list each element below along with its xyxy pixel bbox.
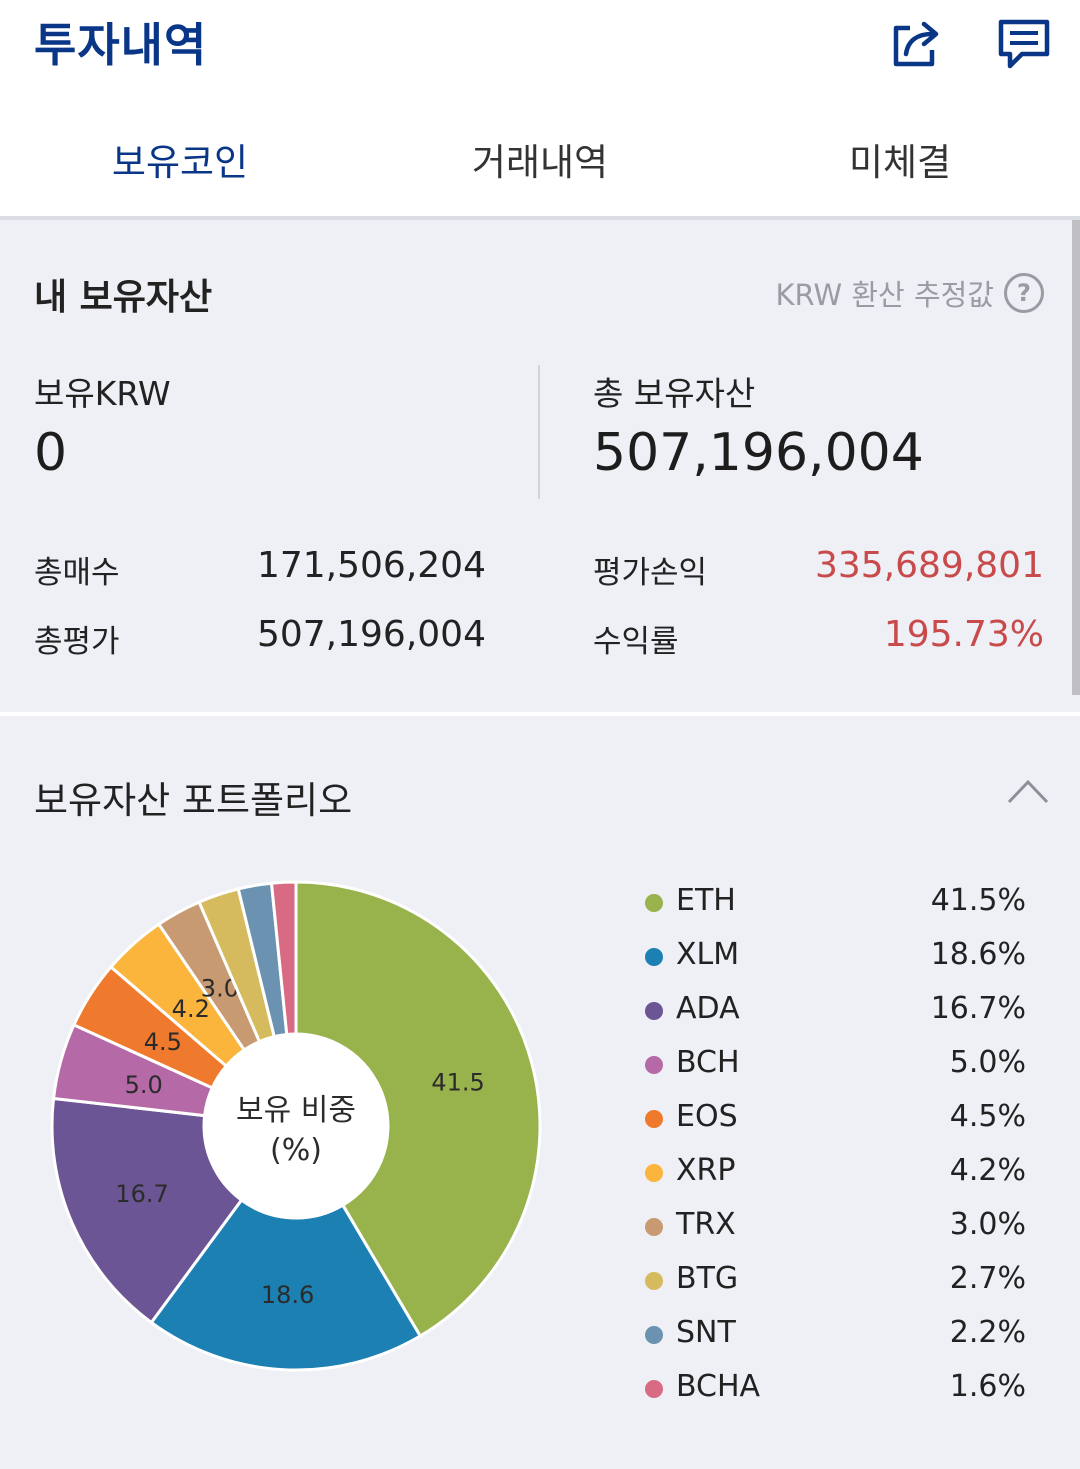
portfolio-title: 보유자산 포트폴리오 — [34, 779, 353, 822]
legend-name: EOS — [676, 1099, 738, 1134]
scrollbar[interactable] — [1072, 220, 1080, 695]
section-separator — [0, 712, 1080, 716]
total-buy-value: 171,506,204 — [256, 545, 486, 586]
legend-name: TRX — [676, 1207, 736, 1242]
legend-dot — [645, 1002, 663, 1020]
slice-label: 4.2 — [172, 995, 210, 1023]
total-buy-label: 총매수 — [34, 555, 120, 591]
legend-value: 16.7% — [930, 991, 1026, 1026]
total-eval-value: 507,196,004 — [256, 614, 486, 655]
legend-item-trx: TRX 3.0% — [640, 1201, 1040, 1255]
legend-value: 1.6% — [949, 1369, 1026, 1404]
slice-label: 16.7 — [115, 1180, 168, 1208]
legend-value: 18.6% — [930, 937, 1026, 972]
legend-name: BTG — [676, 1261, 739, 1296]
legend-item-btg: BTG 2.7% — [640, 1255, 1040, 1309]
held-krw-value: 0 — [34, 423, 68, 483]
donut-center-unit: (%) — [270, 1133, 322, 1168]
page-title: 투자내역 — [34, 18, 208, 72]
legend-dot — [645, 1056, 663, 1074]
tab-holdings[interactable]: 보유코인 — [0, 110, 360, 220]
legend-name: SNT — [676, 1315, 736, 1350]
legend-item-eth: ETH 41.5% — [640, 877, 1040, 931]
krw-estimate-label: KRW 환산 추정값 — [775, 278, 994, 312]
top-bar: 투자내역 보유코인 거래내역 미체결 — [0, 0, 1080, 220]
tab-divider — [0, 216, 1080, 220]
legend-dot — [645, 1164, 663, 1182]
return-rate-label: 수익률 — [593, 624, 679, 660]
legend-item-xrp: XRP 4.2% — [640, 1147, 1040, 1201]
legend-dot — [645, 1110, 663, 1128]
legend-item-xlm: XLM 18.6% — [640, 931, 1040, 985]
tab-pending-orders[interactable]: 미체결 — [848, 141, 952, 184]
legend-name: ETH — [676, 883, 736, 918]
legend-item-bcha: BCHA 1.6% — [640, 1363, 1040, 1417]
portfolio-donut-chart: 41.518.616.75.04.54.23.0보유 비중(%) — [50, 880, 542, 1372]
help-icon[interactable]: ? — [1004, 273, 1044, 313]
total-eval-label: 총평가 — [34, 624, 120, 660]
pnl-value: 335,689,801 — [814, 545, 1044, 586]
tab-transactions[interactable]: 거래내역 — [471, 141, 609, 184]
legend-item-bch: BCH 5.0% — [640, 1039, 1040, 1093]
slice-label: 18.6 — [261, 1281, 314, 1309]
legend-dot — [645, 894, 663, 912]
legend-value: 2.7% — [949, 1261, 1026, 1296]
message-icon[interactable] — [996, 16, 1052, 72]
legend-dot — [645, 948, 663, 966]
slice-label: 4.5 — [144, 1028, 182, 1056]
pnl-label: 평가손익 — [593, 555, 708, 591]
legend-item-snt: SNT 2.2% — [640, 1309, 1040, 1363]
slice-label: 5.0 — [125, 1071, 163, 1099]
slice-label: 41.5 — [431, 1069, 484, 1097]
legend-value: 41.5% — [930, 883, 1026, 918]
donut-center-label: 보유 비중 — [236, 1093, 356, 1128]
share-icon[interactable] — [888, 16, 944, 72]
krw-estimate-note[interactable]: KRW 환산 추정값 ? — [775, 272, 1044, 314]
vertical-divider — [538, 365, 540, 499]
my-assets-title: 내 보유자산 — [34, 277, 213, 318]
legend-name: ADA — [676, 991, 740, 1026]
portfolio-legend: ETH 41.5% XLM 18.6% ADA 16.7% BCH 5.0% EOS 4.5% XR… — [640, 877, 1040, 1417]
legend-item-eos: EOS 4.5% — [640, 1093, 1040, 1147]
legend-value: 5.0% — [949, 1045, 1026, 1080]
legend-name: BCHA — [676, 1369, 761, 1404]
legend-dot — [645, 1380, 663, 1398]
legend-value: 4.5% — [949, 1099, 1026, 1134]
legend-name: XLM — [676, 937, 740, 972]
legend-value: 4.2% — [949, 1153, 1026, 1188]
legend-item-ada: ADA 16.7% — [640, 985, 1040, 1039]
tab-bar: 보유코인 거래내역 미체결 — [0, 110, 1080, 220]
legend-name: BCH — [676, 1045, 740, 1080]
legend-dot — [645, 1272, 663, 1290]
donut-center — [204, 1034, 388, 1218]
total-assets-label: 총 보유자산 — [593, 374, 756, 413]
legend-value: 2.2% — [949, 1315, 1026, 1350]
held-krw-label: 보유KRW — [34, 374, 171, 413]
total-assets-value: 507,196,004 — [593, 423, 924, 483]
legend-name: XRP — [676, 1153, 736, 1188]
chevron-up-icon[interactable] — [1006, 776, 1050, 806]
return-rate-value: 195.73% — [883, 614, 1044, 655]
legend-dot — [645, 1326, 663, 1344]
legend-value: 3.0% — [949, 1207, 1026, 1242]
legend-dot — [645, 1218, 663, 1236]
